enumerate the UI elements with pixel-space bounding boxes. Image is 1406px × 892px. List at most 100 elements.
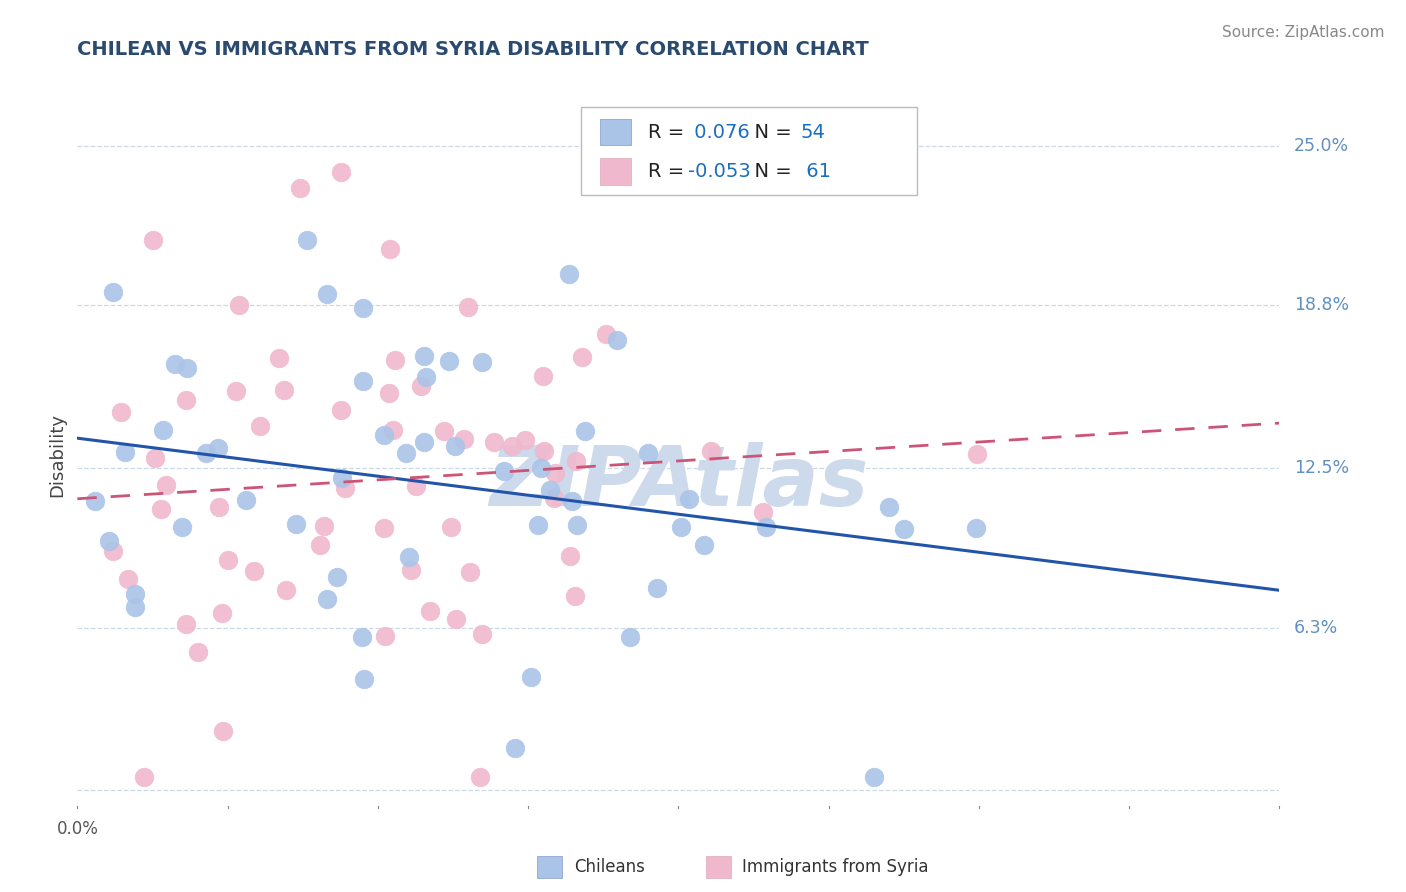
Point: [692, 537, 714, 551]
Text: Immigrants from Syria: Immigrants from Syria: [742, 858, 929, 876]
Point: [378, 242, 401, 256]
Point: [415, 369, 437, 384]
Point: [212, 723, 235, 738]
Point: [174, 616, 197, 631]
Point: [560, 549, 582, 563]
Text: Source: ZipAtlas.com: Source: ZipAtlas.com: [1222, 25, 1385, 40]
Text: 54: 54: [800, 122, 825, 142]
Point: [647, 581, 669, 595]
Point: [501, 439, 523, 453]
Point: [530, 461, 553, 475]
Text: 18.8%: 18.8%: [1294, 296, 1348, 315]
Point: [755, 520, 778, 534]
Text: 25.0%: 25.0%: [1294, 136, 1348, 154]
Point: [101, 285, 124, 299]
Point: [457, 301, 479, 315]
Point: [492, 464, 515, 478]
Point: [619, 630, 641, 644]
Point: [574, 425, 596, 439]
Point: [217, 553, 239, 567]
Text: R =: R =: [648, 161, 690, 181]
Point: [163, 357, 186, 371]
Text: 0.076: 0.076: [688, 122, 749, 142]
Point: [269, 351, 291, 366]
Point: [893, 522, 915, 536]
Point: [176, 393, 198, 408]
Point: [374, 629, 396, 643]
Point: [207, 500, 229, 514]
Text: 61: 61: [800, 161, 831, 181]
Point: [316, 592, 339, 607]
Point: [966, 447, 988, 461]
Text: 0.0%: 0.0%: [56, 821, 98, 838]
Point: [329, 402, 352, 417]
Point: [558, 268, 581, 282]
Point: [124, 600, 146, 615]
Point: [543, 491, 565, 506]
Point: [382, 423, 405, 437]
Point: [187, 645, 209, 659]
Text: -0.053: -0.053: [688, 161, 751, 181]
Point: [326, 570, 349, 584]
Point: [330, 471, 353, 485]
Point: [134, 770, 156, 784]
Point: [143, 451, 166, 466]
Text: Chileans: Chileans: [574, 858, 644, 876]
Point: [211, 606, 233, 620]
Point: [243, 564, 266, 578]
Point: [207, 441, 229, 455]
Point: [513, 434, 536, 448]
Point: [124, 587, 146, 601]
Point: [527, 518, 550, 533]
Text: CHILEAN VS IMMIGRANTS FROM SYRIA DISABILITY CORRELATION CHART: CHILEAN VS IMMIGRANTS FROM SYRIA DISABIL…: [77, 40, 869, 59]
Point: [378, 386, 401, 401]
Text: 6.3%: 6.3%: [1294, 618, 1339, 637]
Text: 12.5%: 12.5%: [1294, 458, 1348, 477]
Point: [316, 286, 339, 301]
Point: [439, 354, 461, 368]
Point: [117, 572, 139, 586]
Text: N =: N =: [742, 161, 799, 181]
Point: [533, 444, 555, 458]
Point: [471, 354, 494, 368]
Point: [352, 301, 374, 316]
Point: [152, 423, 174, 437]
Point: [413, 349, 436, 363]
Point: [274, 583, 297, 598]
Point: [413, 435, 436, 450]
Point: [103, 543, 125, 558]
Point: [235, 492, 257, 507]
Point: [384, 352, 406, 367]
Point: [440, 519, 463, 533]
Point: [444, 612, 467, 626]
Point: [373, 520, 395, 534]
Text: N =: N =: [742, 122, 799, 142]
Point: [595, 326, 617, 341]
Point: [433, 424, 456, 438]
Point: [565, 454, 588, 468]
Point: [225, 384, 247, 399]
Point: [353, 374, 375, 388]
Point: [155, 478, 177, 492]
Point: [419, 604, 441, 618]
Point: [176, 361, 198, 376]
Point: [399, 563, 422, 577]
Point: [228, 298, 250, 312]
Point: [444, 439, 467, 453]
Point: [678, 492, 700, 507]
Point: [395, 445, 418, 459]
Point: [538, 483, 561, 498]
Point: [373, 427, 395, 442]
Point: [484, 435, 506, 450]
Point: [571, 350, 593, 364]
Point: [468, 770, 491, 784]
Point: [329, 165, 352, 179]
Point: [114, 445, 136, 459]
Point: [877, 500, 900, 514]
Point: [98, 534, 121, 549]
Point: [288, 181, 311, 195]
Point: [544, 466, 567, 480]
Point: [699, 444, 721, 458]
Point: [565, 518, 588, 533]
Point: [84, 494, 107, 508]
